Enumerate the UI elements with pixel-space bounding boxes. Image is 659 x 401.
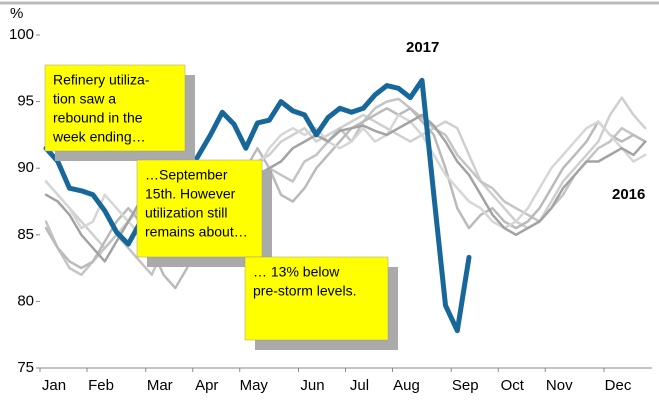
x-tick-label: Feb (88, 377, 114, 394)
callout-text: Refinery utiliza- (53, 72, 150, 88)
y-tick-label: 85 (17, 226, 34, 243)
callout-text: pre-storm levels. (253, 283, 356, 299)
y-tick-label: 80 (17, 292, 34, 309)
y-tick-label: 95 (17, 93, 34, 110)
annotations: Refinery utiliza-tion saw a rebound in th… (44, 64, 398, 350)
callout-text: 15th. However (145, 186, 236, 202)
callout-box (244, 256, 389, 341)
x-tick-label: Nov (546, 377, 573, 394)
y-tick-label: 100 (9, 26, 34, 43)
x-tick-label: Mar (147, 377, 173, 394)
series-line (43, 77, 472, 334)
callout-text: rebound in the (53, 110, 143, 126)
callout-box (44, 64, 186, 152)
callout-text: … 13% below (253, 264, 340, 280)
callout-text: remains about… (145, 224, 248, 240)
series-label: 2016 (612, 186, 645, 203)
callout-box (136, 159, 263, 258)
callout-text: tion saw a (53, 91, 116, 107)
callout-text: utilization still (145, 205, 227, 221)
y-tick-label: 90 (17, 159, 34, 176)
y-axis-label: % (10, 5, 23, 22)
x-tick-label: Jan (42, 377, 66, 394)
callout-text: week ending… (52, 129, 146, 145)
y-tick-label: 75 (17, 359, 34, 376)
x-tick-label: Jul (350, 377, 369, 394)
x-tick-label: Oct (501, 377, 525, 394)
x-tick-label: Sep (452, 377, 479, 394)
series-label: 2017 (406, 39, 439, 56)
x-tick-label: Aug (393, 377, 420, 394)
x-tick-label: Apr (195, 377, 218, 394)
callout-text: …September (145, 167, 228, 183)
x-tick-label: May (240, 377, 269, 394)
x-tick-label: Jun (300, 377, 324, 394)
x-tick-label: Dec (605, 377, 632, 394)
